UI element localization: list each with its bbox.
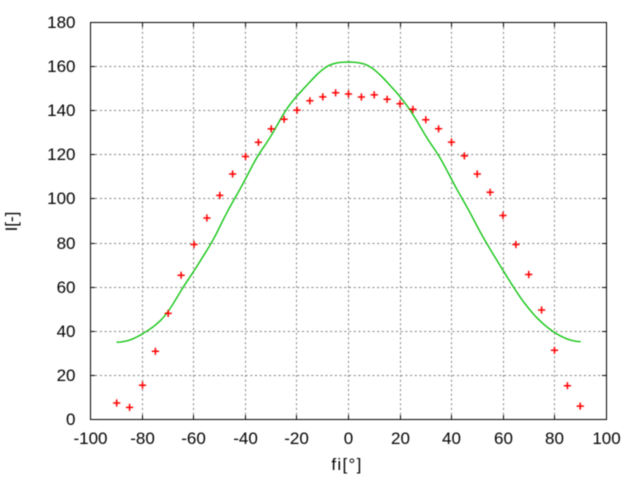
svg-text:20: 20 [57,366,76,385]
svg-text:100: 100 [47,189,75,208]
svg-text:120: 120 [47,145,75,164]
svg-text:40: 40 [442,429,461,448]
svg-text:-40: -40 [233,429,258,448]
svg-text:80: 80 [545,429,564,448]
svg-text:20: 20 [391,429,410,448]
svg-text:0: 0 [344,429,353,448]
svg-text:-100: -100 [73,429,107,448]
svg-text:-20: -20 [284,429,309,448]
svg-text:160: 160 [47,57,75,76]
svg-text:60: 60 [494,429,513,448]
svg-text:60: 60 [57,278,76,297]
svg-text:-60: -60 [181,429,206,448]
svg-text:180: 180 [47,13,75,32]
svg-text:fi[°]: fi[°] [331,455,362,474]
svg-text:-80: -80 [130,429,155,448]
svg-text:100: 100 [592,429,620,448]
svg-text:40: 40 [57,322,76,341]
svg-text:0: 0 [66,410,75,429]
svg-text:80: 80 [57,234,76,253]
svg-text:I[-]: I[-] [2,212,21,232]
svg-text:140: 140 [47,101,75,120]
